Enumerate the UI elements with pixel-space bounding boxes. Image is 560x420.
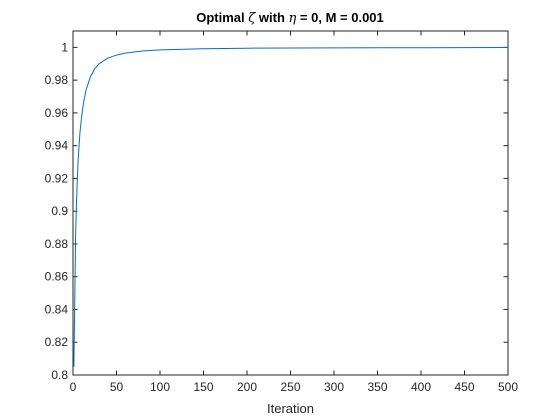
series-layer <box>73 47 509 367</box>
x-tick-label-9: 450 <box>454 380 474 394</box>
x-tick-label-2: 100 <box>150 380 170 394</box>
x-tick-label-0: 0 <box>70 380 77 394</box>
axis-ticks <box>72 31 509 376</box>
plot-area <box>72 30 509 376</box>
x-tick-label-3: 150 <box>193 380 213 394</box>
x-tick-label-1: 50 <box>110 380 124 394</box>
series-line-0 <box>73 47 509 367</box>
x-tick-label-5: 250 <box>280 380 300 394</box>
y-tick-label-5: 0.9 <box>51 204 68 218</box>
axis-tick-labels: 0 50 100 150 200 250 300 350 400 450 500 0.8 0.82 0.8… <box>45 40 519 394</box>
x-tick-label-6: 300 <box>324 380 344 394</box>
x-tick-label-4: 200 <box>237 380 257 394</box>
y-tick-label-1: 0.82 <box>45 335 69 349</box>
x-tick-label-7: 350 <box>367 380 387 394</box>
x-tick-label-8: 400 <box>411 380 431 394</box>
chart-title: Optimal ζ with η = 0, M = 0.001 <box>196 10 384 26</box>
y-tick-label-7: 0.94 <box>45 139 69 153</box>
y-tick-label-3: 0.86 <box>45 270 69 284</box>
x-tick-label-10: 500 <box>498 380 518 394</box>
y-tick-label-6: 0.92 <box>45 171 69 185</box>
x-axis-label: Iteration <box>267 401 314 416</box>
y-tick-label-2: 0.84 <box>45 302 69 316</box>
y-tick-label-10: 1 <box>61 40 68 54</box>
y-tick-label-4: 0.88 <box>45 237 69 251</box>
y-tick-label-9: 0.98 <box>45 73 69 87</box>
y-tick-label-8: 0.96 <box>45 106 69 120</box>
y-tick-label-0: 0.8 <box>51 368 68 382</box>
